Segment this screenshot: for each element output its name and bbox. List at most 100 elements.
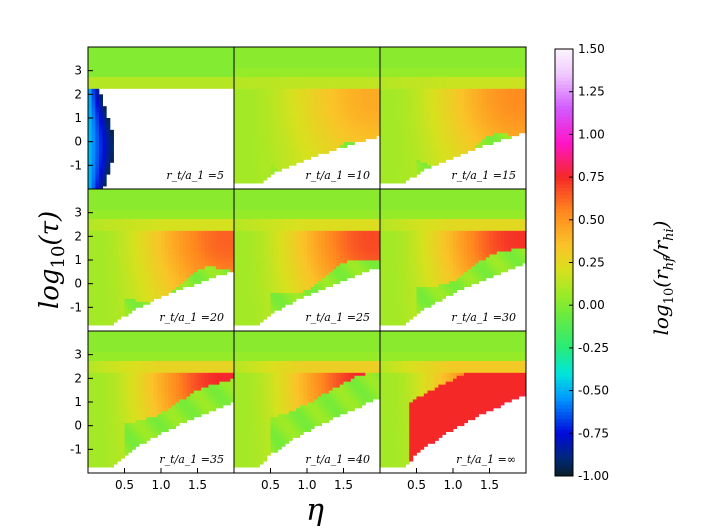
heatmap-cell	[460, 55, 465, 60]
heatmap-cell	[394, 64, 399, 69]
heatmap-cell	[153, 218, 158, 222]
heatmap-cell	[478, 47, 483, 51]
heatmap-cell	[438, 79, 443, 83]
heatmap-cell	[489, 67, 494, 72]
heatmap-cell	[91, 144, 96, 148]
heatmap-cell	[471, 109, 476, 113]
heatmap-cell	[347, 132, 352, 137]
heatmap-cell	[91, 295, 96, 299]
heatmap-cell	[511, 79, 516, 83]
heatmap-cell	[263, 150, 268, 154]
heatmap-cell	[234, 141, 239, 146]
heatmap-cell	[146, 274, 151, 279]
heatmap-cell	[478, 61, 483, 66]
heatmap-cell	[369, 85, 374, 89]
heatmap-cell	[467, 55, 472, 60]
heatmap-cell	[135, 274, 140, 279]
heatmap-cell	[161, 221, 166, 225]
heatmap-cell	[489, 94, 494, 98]
heatmap-cell	[288, 49, 293, 54]
heatmap-cell	[390, 52, 395, 57]
heatmap-cell	[296, 58, 301, 63]
heatmap-cell	[153, 236, 158, 240]
heatmap-cell	[277, 61, 282, 66]
heatmap-cell	[106, 147, 111, 151]
heatmap-cell	[102, 239, 107, 243]
heatmap-cell	[274, 73, 279, 77]
heatmap-cell	[88, 73, 93, 77]
heatmap-cell	[135, 55, 140, 60]
heatmap-cell	[91, 64, 96, 69]
heatmap-cell	[120, 85, 125, 89]
heatmap-cell	[303, 153, 308, 157]
heatmap-cell	[310, 97, 315, 101]
heatmap-cell	[478, 123, 483, 128]
heatmap-cell	[445, 88, 450, 92]
heatmap-cell	[445, 82, 450, 86]
heatmap-cell	[354, 61, 359, 66]
heatmap-cell	[321, 112, 326, 116]
heatmap-cell	[270, 150, 275, 154]
heatmap-cell	[299, 115, 304, 119]
heatmap-cell	[423, 106, 428, 110]
heatmap-cell	[474, 85, 479, 89]
heatmap-cell	[237, 49, 242, 54]
heatmap-cell	[95, 67, 100, 72]
heatmap-cell	[124, 289, 129, 293]
heatmap-cell	[113, 233, 118, 237]
heatmap-cell	[244, 180, 249, 184]
heatmap-cell	[281, 115, 286, 119]
heatmap-cell	[95, 245, 100, 249]
heatmap-cell	[442, 141, 447, 146]
heatmap-cell	[171, 200, 176, 205]
heatmap-cell	[120, 197, 125, 202]
heatmap-cell	[248, 120, 253, 125]
heatmap-cell	[493, 85, 498, 89]
heatmap-cell	[164, 254, 169, 258]
heatmap-cell	[91, 224, 96, 228]
heatmap-cell	[234, 150, 239, 154]
heatmap-cell	[135, 289, 140, 293]
heatmap-cell	[347, 141, 352, 146]
heatmap-cell	[427, 73, 432, 77]
heatmap-cell	[91, 177, 96, 181]
heatmap-cell	[120, 230, 125, 234]
heatmap-cell	[234, 100, 239, 104]
heatmap-cell	[493, 120, 498, 125]
heatmap-cell	[394, 174, 399, 178]
heatmap-cell	[244, 106, 249, 110]
heatmap-cell	[438, 61, 443, 66]
heatmap-cell	[321, 103, 326, 107]
heatmap-cell	[325, 138, 330, 143]
heatmap-cell	[431, 109, 436, 113]
heatmap-cell	[442, 70, 447, 75]
heatmap-cell	[135, 49, 140, 54]
heatmap-cell	[274, 100, 279, 104]
heatmap-cell	[139, 52, 144, 57]
heatmap-cell	[361, 97, 366, 101]
heatmap-cell	[263, 112, 268, 116]
heatmap-cell	[463, 73, 468, 77]
heatmap-cell	[234, 88, 239, 92]
heatmap-cell	[255, 129, 260, 134]
heatmap-cell	[241, 126, 246, 131]
heatmap-cell	[88, 126, 93, 131]
panel-cells	[380, 47, 526, 184]
heatmap-cell	[120, 304, 125, 308]
heatmap-cell	[95, 257, 100, 261]
heatmap-cell	[507, 97, 512, 101]
heatmap-cell	[409, 61, 414, 66]
heatmap-cell	[394, 115, 399, 119]
heatmap-cell	[438, 55, 443, 60]
heatmap-cell	[376, 79, 380, 83]
heatmap-cell	[310, 106, 315, 110]
heatmap-cell	[438, 156, 443, 160]
heatmap-cell	[168, 47, 173, 51]
heatmap-cell	[467, 103, 472, 107]
heatmap-cell	[500, 115, 505, 119]
heatmap-cell	[175, 242, 180, 246]
heatmap-cell	[128, 257, 133, 261]
heatmap-cell	[263, 123, 268, 128]
heatmap-cell	[248, 88, 253, 92]
heatmap-cell	[88, 265, 93, 270]
